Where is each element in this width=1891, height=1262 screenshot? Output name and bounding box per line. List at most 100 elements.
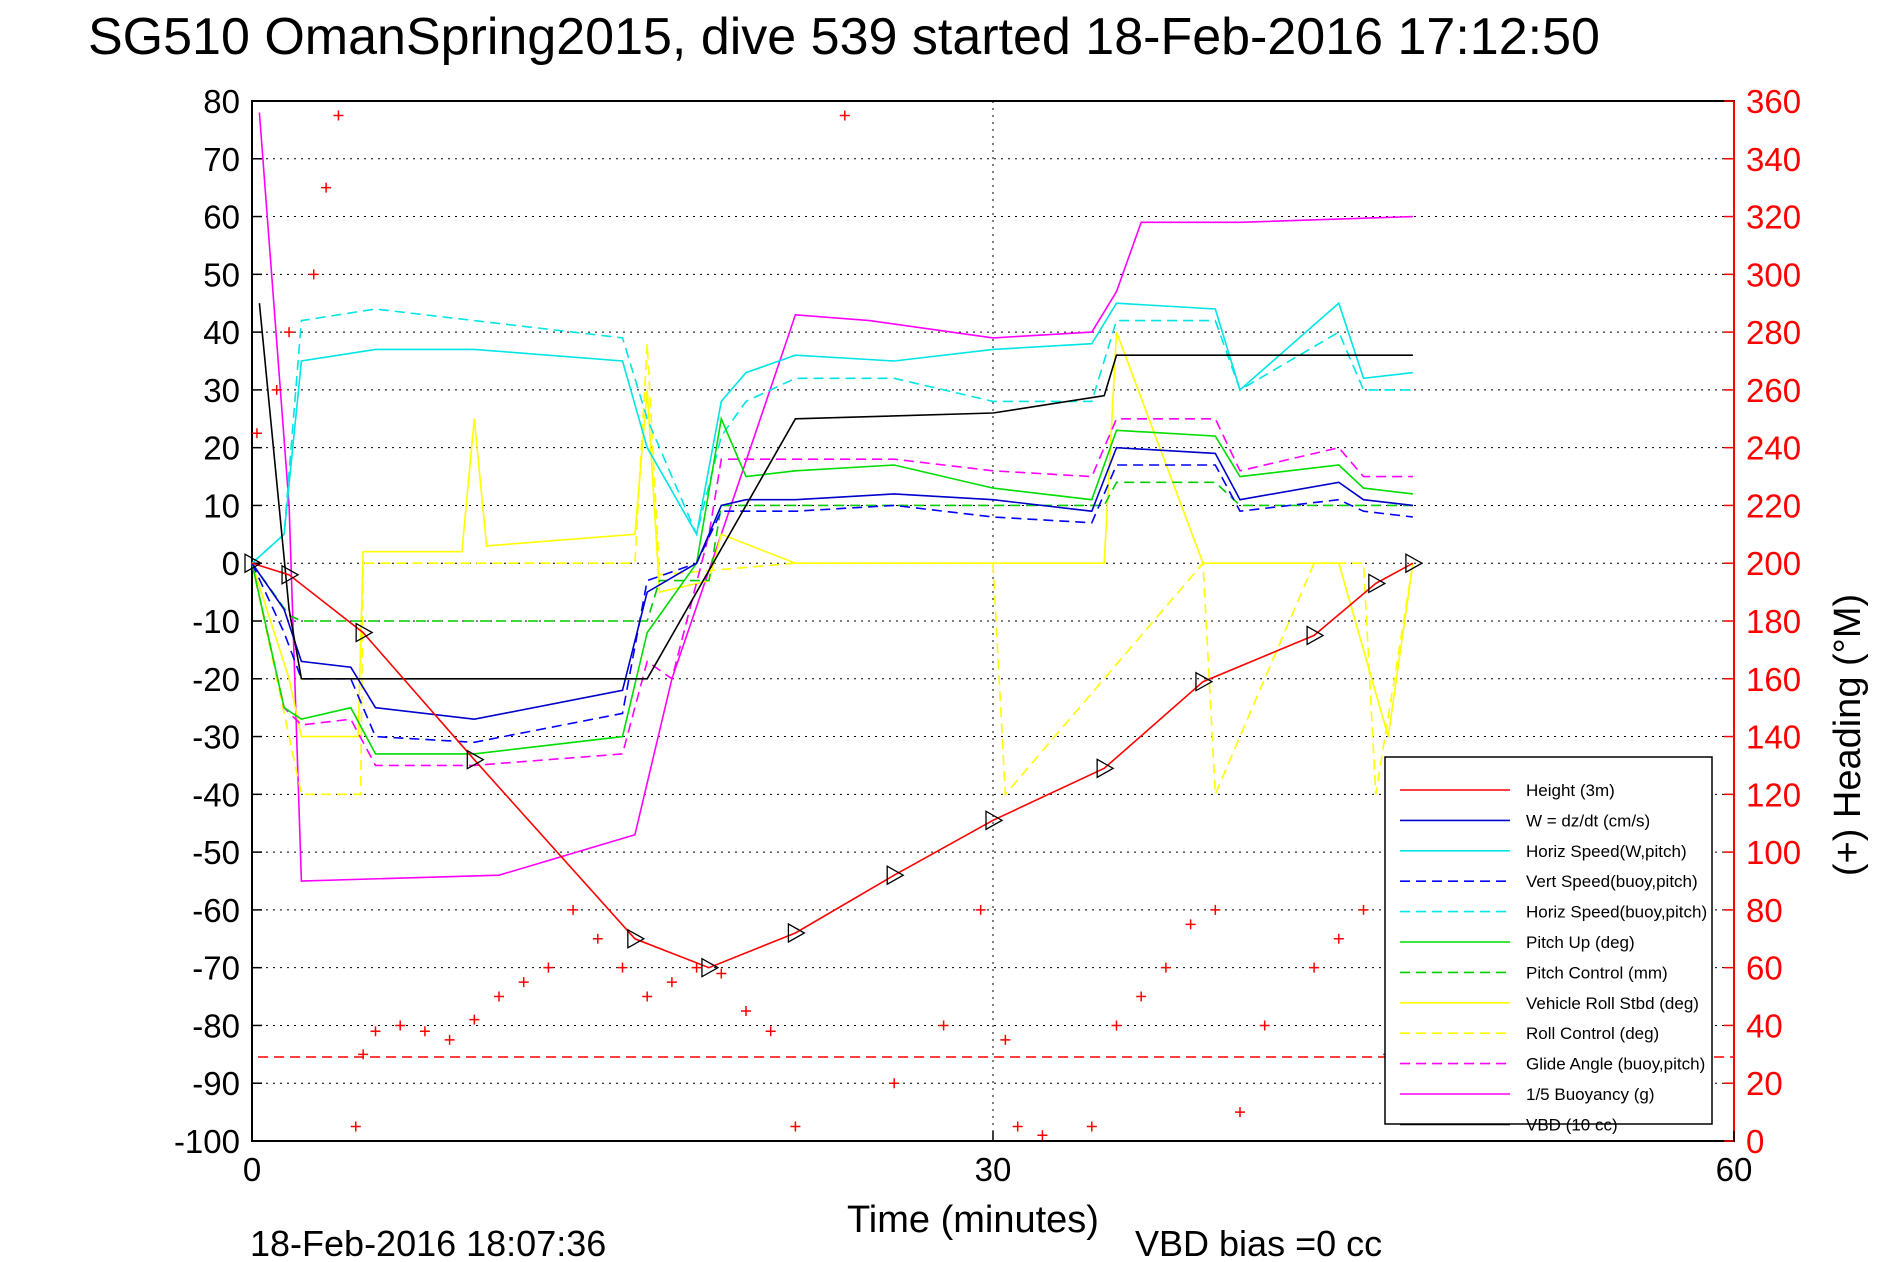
y2-tick-label: 260: [1746, 372, 1801, 409]
series-pitch-control-mm: [251, 481, 1413, 622]
height-marker: [1306, 625, 1325, 646]
heading-point: [741, 1006, 751, 1016]
y2-tick-label: 320: [1746, 199, 1801, 236]
height-marker: [627, 928, 646, 949]
y-tick-label: -90: [192, 1065, 240, 1102]
footer-timestamp: 18-Feb-2016 18:07:36: [250, 1223, 606, 1262]
x-axis-label: Time (minutes): [847, 1199, 1099, 1241]
series-horiz-speed-w-pitch: [251, 301, 1413, 564]
heading-point: [765, 1026, 776, 1037]
height-marker: [355, 622, 374, 643]
x-axis: 0 30 60: [243, 1131, 1753, 1188]
height-marker: [244, 553, 263, 574]
heading-point: [975, 904, 986, 915]
heading-point: [469, 1014, 480, 1025]
heading-point: [1000, 1034, 1011, 1045]
height-marker: [701, 957, 720, 978]
y2-tick-label: 60: [1746, 950, 1783, 987]
series-vehicle-roll-stbd-deg: [251, 331, 1414, 738]
y2-tick-label: 300: [1746, 256, 1801, 293]
heading-point: [1136, 991, 1147, 1002]
height-marker: [787, 922, 806, 944]
heading-point: [790, 1121, 801, 1132]
y-tick-label: 60: [203, 199, 240, 236]
heading-point: [518, 977, 529, 988]
series-w-dz-dt-cm-s: [251, 446, 1413, 721]
heading-point: [1259, 1020, 1270, 1031]
heading-point: [1333, 933, 1344, 944]
y-axis-right: 3603403203002802602402202001801601401201…: [1724, 83, 1801, 1160]
y-tick-label: -60: [192, 892, 240, 929]
series-vbd-10-cc: [258, 303, 1413, 680]
heading-point: [321, 182, 332, 193]
heading-point: [1358, 904, 1369, 915]
legend-label-glide-angle-buoy-pitch: Glide Angle (buoy,pitch): [1526, 1055, 1705, 1074]
heading-point: [444, 1034, 455, 1045]
heading-point: [333, 110, 344, 121]
heading-point: [1309, 962, 1320, 973]
legend-label-pitch-up-deg: Pitch Up (deg): [1526, 933, 1635, 952]
legend-label-horiz-speed-buoy-pitch: Horiz Speed(buoy,pitch): [1526, 903, 1707, 922]
y2-tick-label: 360: [1746, 83, 1801, 120]
height-marker: [985, 810, 1004, 831]
series-horiz-speed-buoy-pitch: [251, 308, 1413, 564]
height-marker: [886, 865, 905, 886]
series-pitch-up-deg: [251, 415, 1413, 755]
heading-point: [839, 110, 850, 121]
y2-tick-label: 240: [1746, 430, 1801, 467]
height-marker: [1195, 671, 1214, 692]
y-tick-label: -40: [192, 776, 240, 813]
heading-point: [1160, 962, 1171, 973]
heading-point: [251, 428, 262, 439]
y2-tick-label: 140: [1746, 719, 1801, 756]
chart-title: SG510 OmanSpring2015, dive 539 started 1…: [88, 8, 1600, 66]
heading-point: [1037, 1130, 1048, 1141]
heading-point: [1086, 1121, 1097, 1132]
height-marker: [1405, 553, 1424, 574]
y-tick-label: -100: [174, 1123, 240, 1160]
heading-point: [543, 962, 554, 973]
y-axis-left: 80 70 60 50 40 30 20 10 0 -10 -20 -30 -40 -50 -60 -70 -8…: [174, 83, 262, 1160]
heading-point: [642, 991, 653, 1002]
y2-tick-label: 180: [1746, 603, 1801, 640]
y-tick-label: 40: [203, 314, 240, 351]
heading-point: [1185, 919, 1196, 930]
heading-point: [592, 933, 603, 944]
heading-point: [395, 1020, 406, 1031]
y-tick-label: 50: [203, 256, 240, 293]
heading-point: [1210, 904, 1221, 915]
legend-label-vbd-10-cc: VBD (10 cc): [1526, 1115, 1618, 1134]
height-marker: [1368, 573, 1387, 594]
heading-point: [691, 962, 702, 973]
y-tick-label: -70: [192, 950, 240, 987]
series-layer: [244, 110, 1424, 1141]
heading-point: [370, 1026, 381, 1037]
grid: [252, 101, 1734, 1141]
y-tick-label: -20: [192, 661, 240, 698]
y2-tick-label: 280: [1746, 314, 1801, 351]
height-marker: [1096, 758, 1115, 779]
y-tick-label: -50: [192, 834, 240, 871]
heading-point: [889, 1078, 900, 1089]
height-marker: [466, 749, 485, 770]
footer-vbd-bias: VBD bias =0 cc: [1135, 1223, 1382, 1262]
y2-axis-label: (+) Heading (°M): [1827, 594, 1869, 876]
legend-label-vehicle-roll-stbd-deg: Vehicle Roll Stbd (deg): [1526, 994, 1699, 1013]
x-tick-label: 60: [1716, 1151, 1753, 1188]
heading-point: [666, 977, 677, 988]
heading-point: [1111, 1020, 1122, 1031]
y-tick-label: 10: [203, 487, 240, 524]
y-tick-label: 20: [203, 430, 240, 467]
heading-point: [494, 991, 504, 1002]
series-glide-angle-buoy-pitch: [251, 417, 1413, 767]
heading-point: [716, 968, 727, 979]
legend: Height (3m) W = dz/dt (cm/s) Horiz Speed(W…: [1384, 756, 1713, 1134]
y2-tick-label: 20: [1746, 1065, 1783, 1102]
height-marker: [281, 564, 300, 585]
heading-point: [350, 1121, 361, 1132]
heading-point: [284, 327, 295, 338]
series-vert-speed-buoy-pitch: [251, 464, 1413, 744]
heading-point: [1235, 1107, 1245, 1118]
y2-tick-label: 160: [1746, 661, 1801, 698]
heading-point: [1012, 1121, 1023, 1132]
